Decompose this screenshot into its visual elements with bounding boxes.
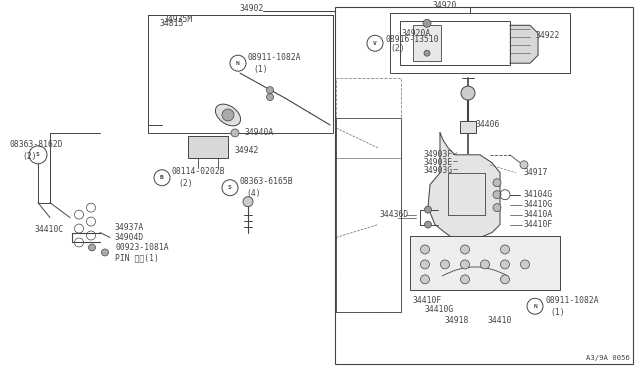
Text: 34410F: 34410F <box>524 220 553 229</box>
Circle shape <box>527 298 543 314</box>
Circle shape <box>420 260 429 269</box>
Text: 34917: 34917 <box>524 168 548 177</box>
Circle shape <box>493 179 501 187</box>
Text: 00923-1081A: 00923-1081A <box>115 243 168 252</box>
Circle shape <box>102 249 109 256</box>
Ellipse shape <box>216 104 241 126</box>
Circle shape <box>423 19 431 27</box>
Text: (1): (1) <box>550 308 564 317</box>
Circle shape <box>222 109 234 121</box>
Text: 34920: 34920 <box>433 1 457 10</box>
Circle shape <box>500 245 509 254</box>
Circle shape <box>266 94 273 100</box>
Text: 34942: 34942 <box>235 146 259 155</box>
Text: S: S <box>36 152 40 157</box>
Circle shape <box>520 260 529 269</box>
Circle shape <box>29 146 47 164</box>
Circle shape <box>493 203 501 212</box>
Text: 08363-8162D: 08363-8162D <box>10 140 63 150</box>
Circle shape <box>500 275 509 284</box>
Text: 34935M: 34935M <box>163 15 193 24</box>
Text: (4): (4) <box>246 189 260 198</box>
Text: 34104G: 34104G <box>524 190 553 199</box>
Text: V: V <box>373 41 377 46</box>
Bar <box>410 235 560 290</box>
Text: B: B <box>160 175 164 180</box>
Text: (1): (1) <box>253 65 268 74</box>
Circle shape <box>461 260 470 269</box>
Text: 08114-0202B: 08114-0202B <box>172 167 226 176</box>
Bar <box>400 21 510 65</box>
Bar <box>336 78 401 158</box>
Text: 34904D: 34904D <box>115 233 144 242</box>
Circle shape <box>222 180 238 196</box>
Text: 34902: 34902 <box>240 4 264 13</box>
Text: 08916-13510: 08916-13510 <box>385 35 438 44</box>
Bar <box>335 7 633 364</box>
Circle shape <box>461 245 470 254</box>
Text: 34410C: 34410C <box>35 225 64 234</box>
Text: 34406: 34406 <box>476 121 500 129</box>
Text: (2): (2) <box>178 179 193 188</box>
Text: 34815: 34815 <box>160 19 184 28</box>
Text: PIN ピン(1): PIN ピン(1) <box>115 253 159 262</box>
Text: 08911-1082A: 08911-1082A <box>248 53 301 62</box>
Circle shape <box>461 275 470 284</box>
Circle shape <box>424 221 431 228</box>
Text: 34903G: 34903G <box>424 166 453 175</box>
Circle shape <box>461 86 475 100</box>
Circle shape <box>420 245 429 254</box>
Polygon shape <box>510 25 538 63</box>
Text: 08911-1082A: 08911-1082A <box>545 296 598 305</box>
Circle shape <box>520 161 528 169</box>
Bar <box>460 121 476 133</box>
Circle shape <box>88 244 95 251</box>
Text: 34410G: 34410G <box>524 200 553 209</box>
Bar <box>390 13 570 73</box>
Text: N: N <box>533 304 537 309</box>
Circle shape <box>493 191 501 199</box>
Text: 34410: 34410 <box>488 316 513 325</box>
Text: 34940A: 34940A <box>245 128 275 137</box>
Text: 34922: 34922 <box>536 31 561 40</box>
Text: 34410F: 34410F <box>413 296 442 305</box>
Text: 34436D: 34436D <box>380 210 409 219</box>
Bar <box>188 136 228 158</box>
Circle shape <box>500 260 509 269</box>
Circle shape <box>154 170 170 186</box>
Text: 08363-6165B: 08363-6165B <box>240 177 294 186</box>
Text: N: N <box>236 61 240 66</box>
Text: 34903F: 34903F <box>424 150 453 159</box>
Circle shape <box>481 260 490 269</box>
Circle shape <box>231 129 239 137</box>
Text: S: S <box>228 185 232 190</box>
Text: 34903E: 34903E <box>424 158 453 167</box>
Text: 34920A: 34920A <box>402 29 431 38</box>
Text: 34937A: 34937A <box>115 223 144 232</box>
Text: A3/9A 0056: A3/9A 0056 <box>586 355 630 361</box>
Circle shape <box>266 87 273 94</box>
Circle shape <box>420 275 429 284</box>
Text: (2): (2) <box>390 44 404 53</box>
Text: (2): (2) <box>22 152 36 161</box>
Circle shape <box>230 55 246 71</box>
Circle shape <box>243 197 253 206</box>
Circle shape <box>424 50 430 56</box>
Circle shape <box>367 35 383 51</box>
Bar <box>336 118 401 312</box>
Circle shape <box>424 206 431 213</box>
Bar <box>148 15 333 133</box>
Text: 34410A: 34410A <box>524 210 553 219</box>
Polygon shape <box>428 133 500 237</box>
Bar <box>413 25 441 61</box>
Bar <box>336 158 401 312</box>
Text: 34410G: 34410G <box>425 305 454 314</box>
Circle shape <box>440 260 449 269</box>
Text: 34918: 34918 <box>445 316 469 325</box>
